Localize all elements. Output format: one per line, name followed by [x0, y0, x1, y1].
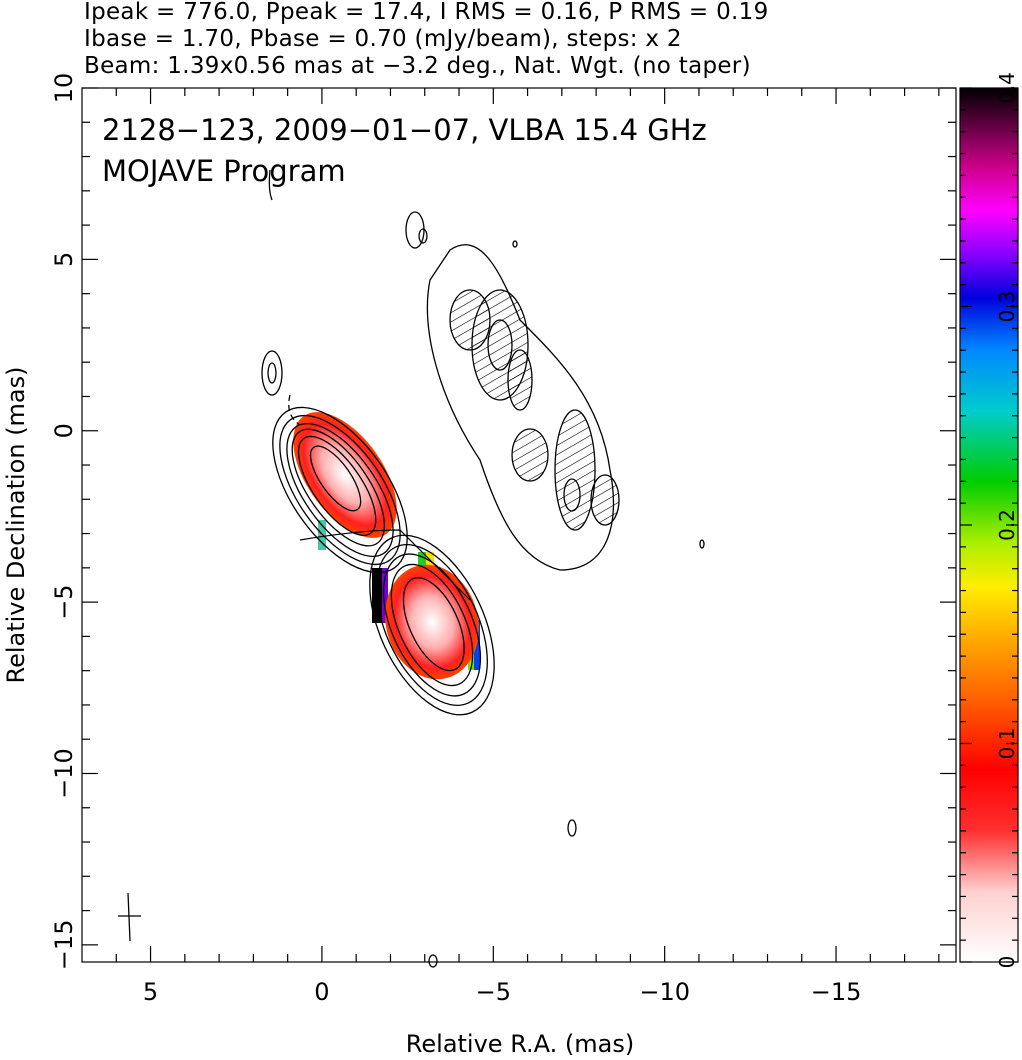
- colorbar-tick-label: 0.4: [995, 72, 1019, 104]
- x-tick-label: −15: [811, 978, 862, 1006]
- polarization-image: [293, 412, 480, 680]
- y-tick-label: 5: [50, 252, 78, 267]
- y-tick-label: 10: [50, 73, 78, 104]
- intensity-contours: [261, 169, 705, 968]
- plot-frame: [81, 87, 957, 963]
- y-tick-label: −15: [50, 920, 78, 971]
- header-line-1: Ipeak = 776.0, Ppeak = 17.4, I RMS = 0.1…: [84, 0, 769, 25]
- header-line-2: Ibase = 1.70, Pbase = 0.70 (mJy/beam), s…: [84, 26, 682, 52]
- plot-subtitle: MOJAVE Program: [102, 154, 346, 188]
- x-tick-label: −10: [639, 978, 690, 1006]
- y-tick-label: −10: [50, 748, 78, 799]
- colorbar-tick-label: 0.1: [995, 728, 1019, 760]
- restoring-beam: [118, 892, 141, 942]
- x-tick-label: 0: [314, 978, 329, 1006]
- colorbar-tick-label: 0: [995, 956, 1019, 969]
- x-tick-label: 5: [143, 978, 158, 1006]
- y-tick-label: 0: [50, 423, 78, 438]
- colorbar-tick-label: 0.3: [995, 291, 1019, 323]
- colorbar-tick-label: 0.2: [995, 509, 1019, 541]
- x-tick-label: −5: [476, 978, 511, 1006]
- y-axis-label: Relative Declination (mas): [2, 366, 30, 683]
- y-tick-label: −5: [50, 584, 78, 619]
- x-axis-label: Relative R.A. (mas): [406, 1030, 634, 1058]
- header-line-3: Beam: 1.39x0.56 mas at −3.2 deg., Nat. W…: [84, 53, 751, 79]
- plot-title: 2128−123, 2009−01−07, VLBA 15.4 GHz: [102, 113, 707, 147]
